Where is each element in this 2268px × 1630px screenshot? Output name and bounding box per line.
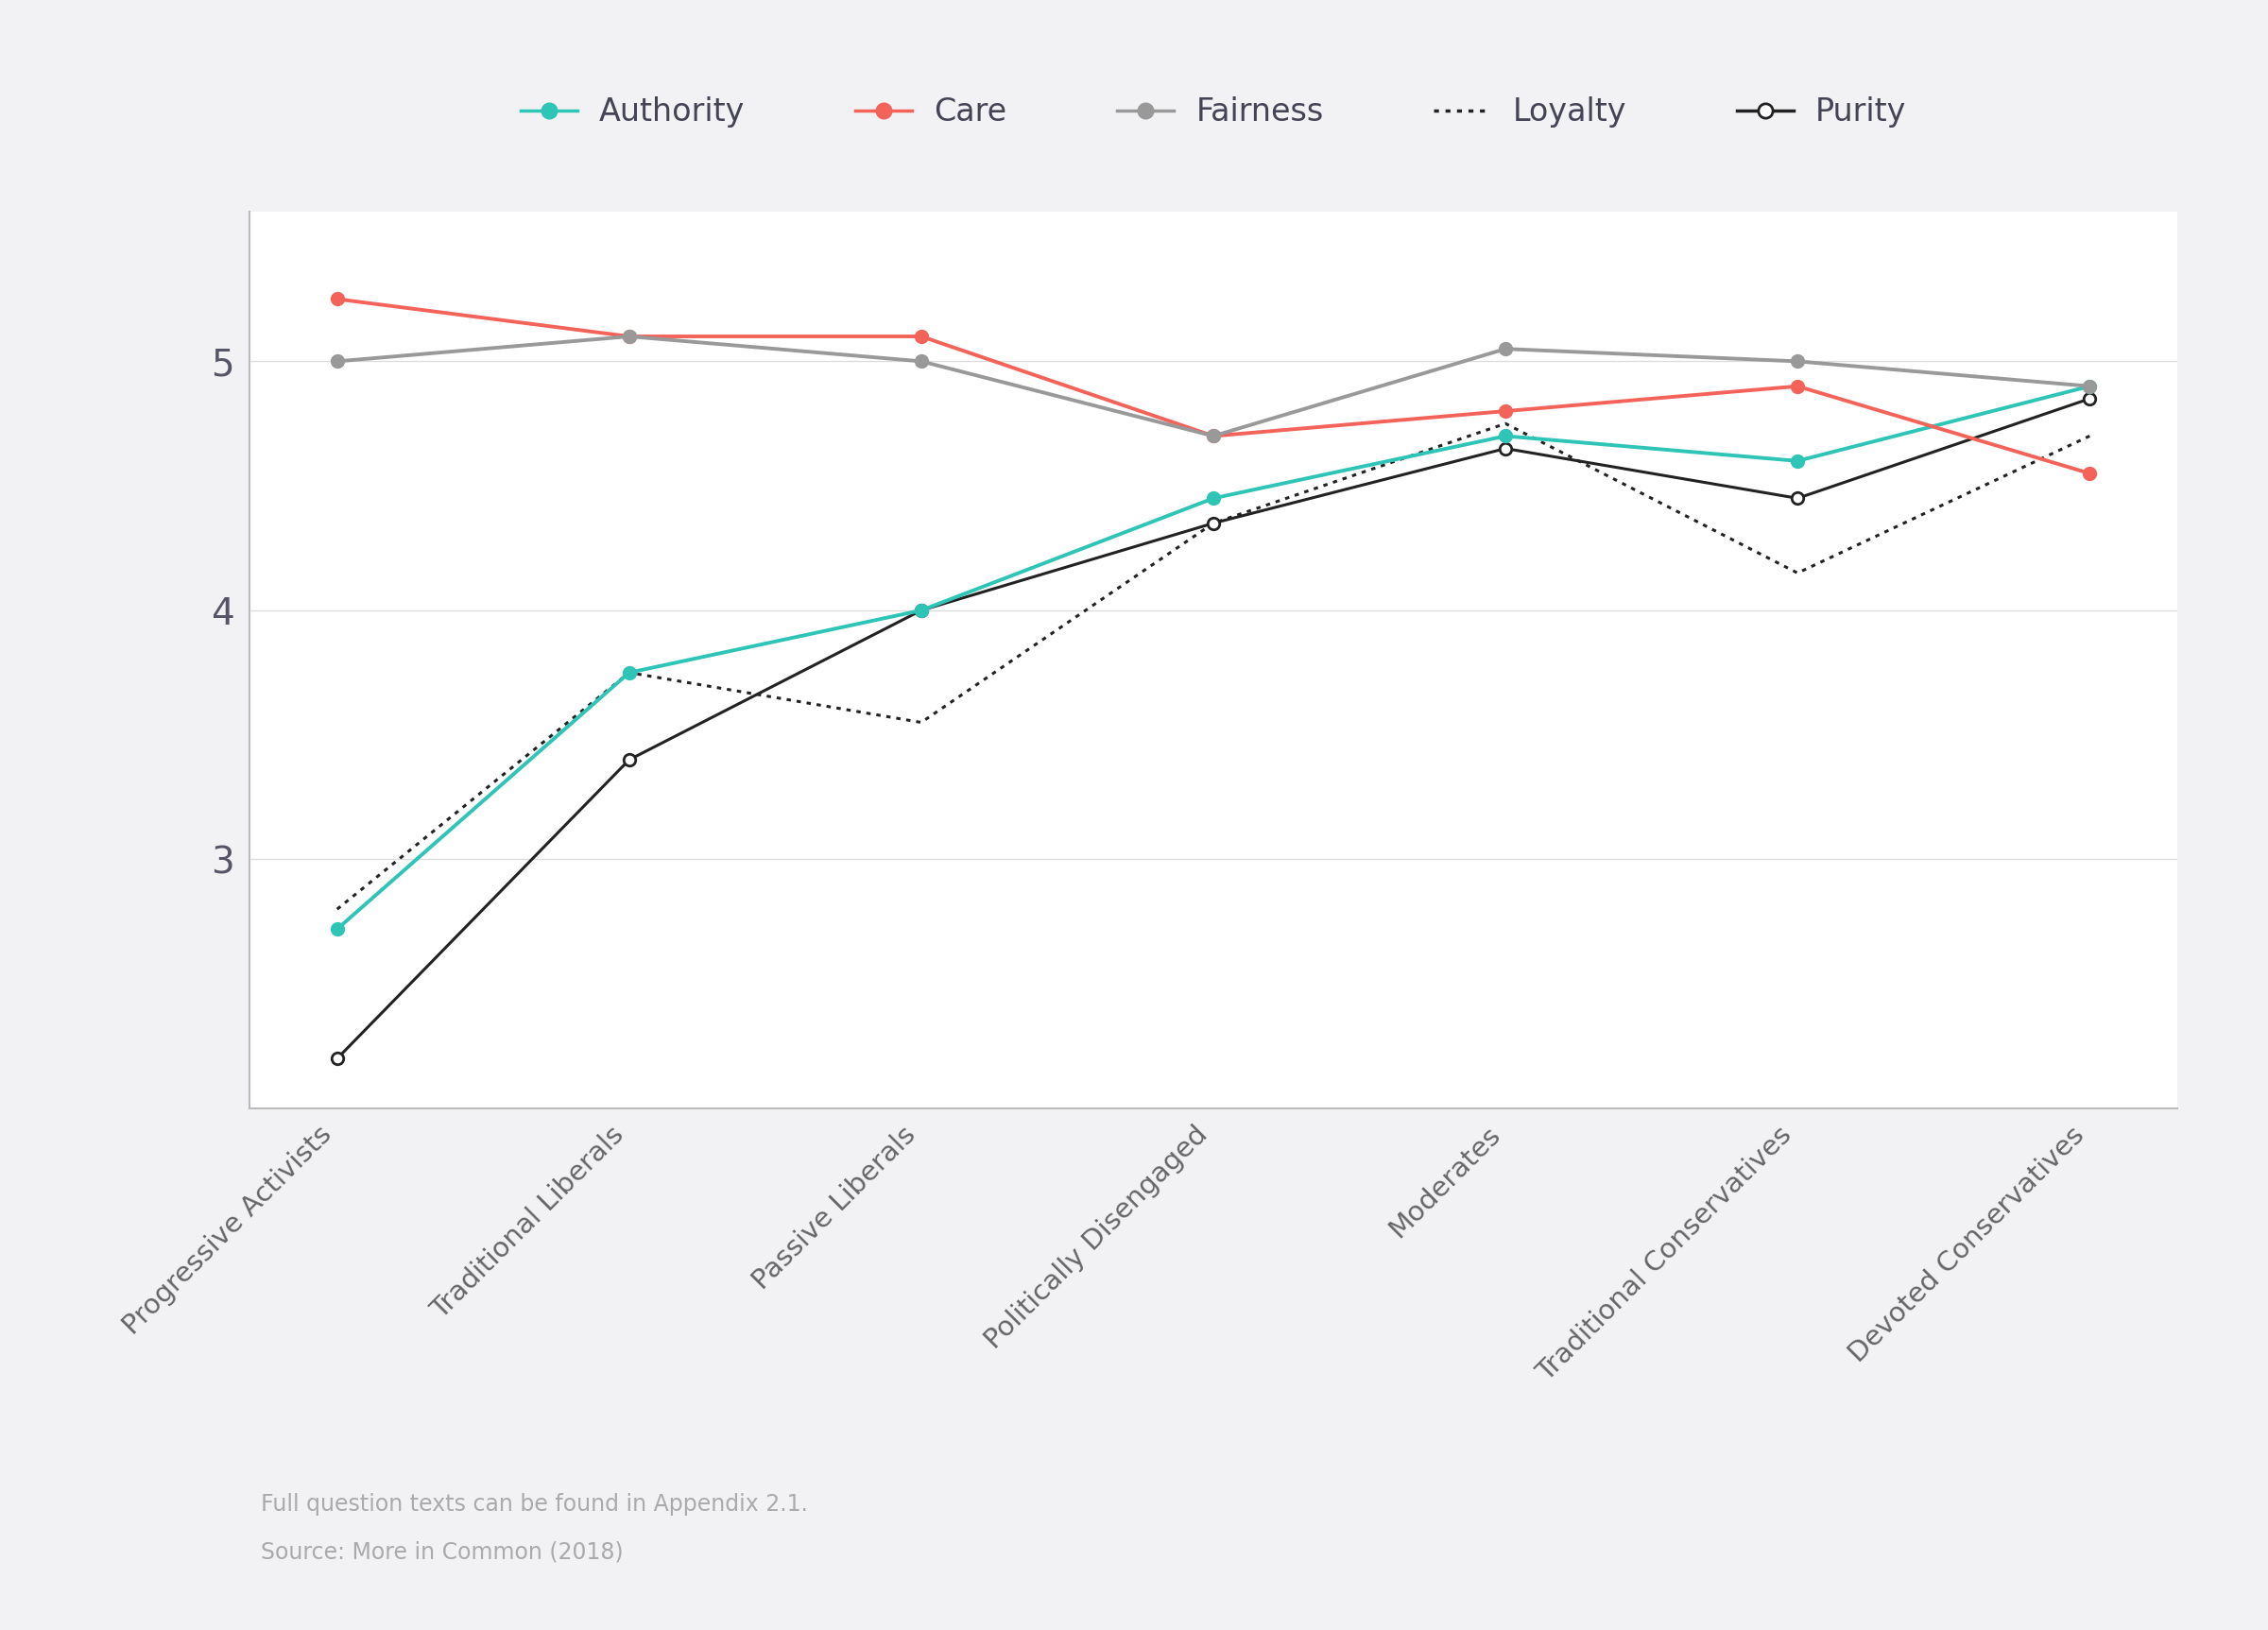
- Text: Full question texts can be found in Appendix 2.1.: Full question texts can be found in Appe…: [261, 1493, 807, 1516]
- Text: Source: More in Common (2018): Source: More in Common (2018): [261, 1540, 624, 1563]
- Legend: Authority, Care, Fairness, Loyalty, Purity: Authority, Care, Fairness, Loyalty, Puri…: [508, 85, 1919, 140]
